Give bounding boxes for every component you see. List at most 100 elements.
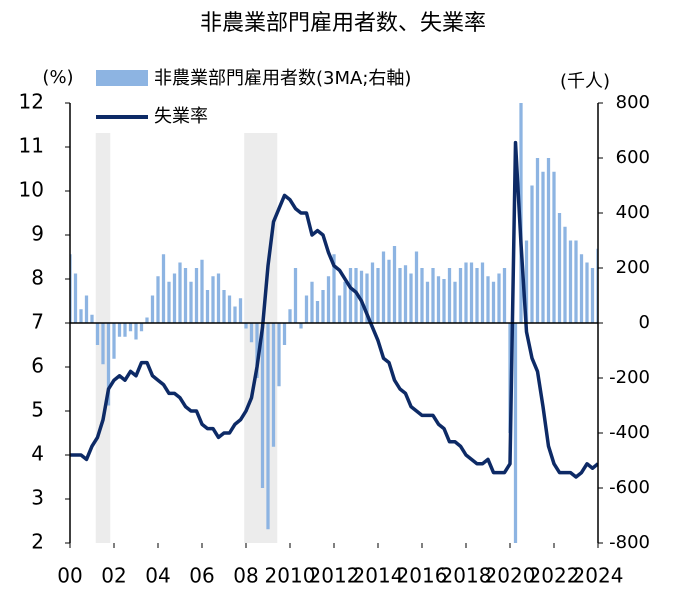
bar: [557, 213, 562, 323]
y-tick-label: 7: [31, 310, 44, 334]
bar: [271, 323, 276, 447]
bar: [343, 281, 347, 323]
bar: [293, 268, 298, 323]
bar: [409, 273, 413, 323]
bar: [398, 268, 402, 323]
bar: [513, 323, 518, 543]
bar: [189, 281, 193, 323]
legend-swatch: [96, 70, 148, 86]
bar: [249, 323, 254, 343]
bar: [183, 268, 188, 323]
bar: [95, 323, 100, 345]
bar: [216, 273, 221, 323]
x-tick-label: 2020: [485, 564, 536, 588]
bar: [106, 323, 111, 406]
bar: [205, 290, 210, 323]
y-tick-label: 10: [19, 178, 44, 202]
bar: [530, 185, 534, 323]
bar: [585, 262, 589, 323]
bar: [233, 306, 237, 323]
bar: [123, 323, 127, 337]
x-tick-label: 2022: [529, 564, 580, 588]
y-tick-label: 8: [31, 266, 44, 290]
bar: [227, 295, 232, 323]
bar: [469, 262, 474, 323]
bar: [348, 268, 353, 323]
bar: [376, 268, 380, 323]
bar: [117, 323, 122, 337]
bar: [579, 254, 584, 323]
bar: [84, 295, 89, 323]
bar: [403, 265, 408, 323]
y2-tick-label: 600: [616, 147, 650, 168]
bar: [238, 298, 243, 323]
bar: [497, 273, 501, 323]
bar: [112, 323, 116, 359]
bar: [139, 323, 144, 332]
x-tick-label: 02: [101, 564, 126, 588]
bar: [414, 251, 419, 323]
bar: [420, 268, 424, 323]
y2-unit: (千人): [560, 71, 610, 92]
bar: [431, 268, 435, 323]
bar: [546, 158, 551, 323]
x-tick-label: 04: [145, 564, 170, 588]
bar: [447, 268, 452, 323]
y2-tick-label: -200: [609, 367, 650, 388]
bar: [172, 273, 177, 323]
bar: [480, 262, 485, 323]
bar: [365, 273, 369, 323]
x-tick-label: 2012: [309, 564, 360, 588]
bar: [381, 251, 386, 323]
bar: [524, 240, 529, 323]
y-tick-label: 9: [31, 222, 44, 246]
bar: [359, 270, 364, 323]
bar: [90, 314, 94, 323]
bar: [288, 309, 292, 323]
bar: [326, 276, 331, 323]
y-tick-label: 6: [31, 354, 44, 378]
legend-label: 非農業部門雇用者数(3MA;右軸): [154, 68, 411, 89]
bar: [255, 323, 259, 378]
y-tick-label: 2: [31, 530, 44, 554]
y2-tick-label: 400: [616, 202, 650, 223]
bar: [458, 268, 463, 323]
bar: [332, 254, 336, 323]
bar: [244, 323, 248, 329]
x-tick-label: 2014: [353, 564, 404, 588]
bar: [277, 323, 281, 387]
bar: [453, 281, 457, 323]
y2-tick-label: 200: [616, 257, 650, 278]
y-tick-label: 3: [31, 486, 44, 510]
bar: [299, 323, 303, 329]
bar: [178, 262, 182, 323]
bar: [491, 281, 496, 323]
bar: [70, 254, 72, 323]
bar: [392, 246, 397, 323]
chart-title: 非農業部門雇用者数、失業率: [200, 11, 486, 36]
x-tick-label: 2024: [573, 564, 624, 588]
legend-label: 失業率: [154, 106, 208, 127]
bar: [310, 281, 314, 323]
y-tick-label: 4: [31, 442, 44, 466]
bar: [337, 295, 342, 323]
bar: [260, 323, 265, 488]
bar: [387, 259, 391, 323]
bar: [568, 240, 573, 323]
x-tick-label: 00: [57, 564, 82, 588]
y-tick-label: 11: [19, 134, 44, 158]
y2-tick-label: -600: [609, 477, 650, 498]
bar: [282, 323, 287, 345]
plot-area: [70, 103, 598, 543]
bar: [541, 171, 545, 323]
bar: [194, 268, 199, 323]
y-unit: (%): [42, 67, 73, 88]
bar: [167, 281, 171, 323]
bar: [475, 268, 479, 323]
y2-tick-label: -400: [609, 422, 650, 443]
bar: [79, 309, 83, 323]
bar: [370, 262, 375, 323]
bar: [596, 248, 598, 323]
bar: [486, 276, 490, 323]
